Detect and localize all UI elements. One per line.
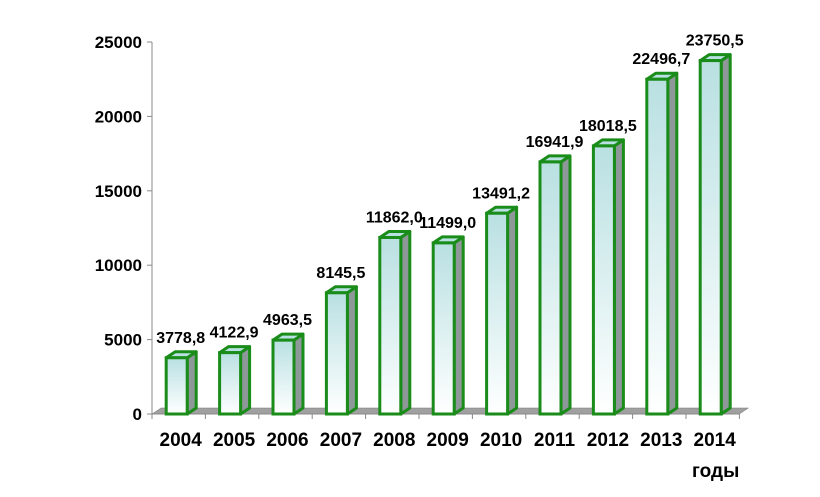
x-tick-label: 2013 xyxy=(640,430,682,451)
y-tick-label: 15000 xyxy=(95,182,142,201)
x-tick-label: 2012 xyxy=(587,430,629,451)
bar-front xyxy=(218,351,243,416)
bar-front xyxy=(271,338,296,416)
bar-front xyxy=(698,59,723,416)
y-tick-label: 0 xyxy=(133,405,142,424)
bar xyxy=(431,235,465,416)
x-tick-label: 2004 xyxy=(160,430,203,451)
x-tick-label: 2010 xyxy=(480,430,522,451)
x-tick-label: 2007 xyxy=(320,430,362,451)
bar xyxy=(591,138,625,416)
x-tick-label: 2009 xyxy=(427,430,469,451)
bar-front xyxy=(164,356,189,416)
bar-front xyxy=(591,144,616,416)
x-axis-label: годы xyxy=(692,461,739,482)
bar-front xyxy=(378,235,403,416)
data-label: 16941,9 xyxy=(526,134,584,151)
y-tick-label: 5000 xyxy=(104,331,142,350)
bar xyxy=(164,350,198,416)
x-tick-label: 2006 xyxy=(266,430,308,451)
bar-front xyxy=(485,211,510,416)
bar-front xyxy=(538,160,563,416)
data-label: 4122,9 xyxy=(210,325,259,342)
x-tick-label: 2014 xyxy=(694,430,737,451)
data-label: 13491,2 xyxy=(472,185,530,202)
data-label: 18018,5 xyxy=(579,118,637,135)
data-label: 23750,5 xyxy=(686,33,744,50)
y-tick-label: 10000 xyxy=(95,256,142,275)
data-label: 4963,5 xyxy=(263,312,312,329)
y-tick-label: 25000 xyxy=(95,33,142,52)
x-tick-label: 2011 xyxy=(534,430,576,451)
y-tick-label: 20000 xyxy=(95,107,142,126)
bar xyxy=(218,345,252,416)
bar xyxy=(645,71,679,416)
data-label: 11499,0 xyxy=(419,215,476,232)
bar-front xyxy=(324,291,349,416)
bar-front xyxy=(431,241,456,416)
bar xyxy=(271,332,305,416)
data-label: 3778,8 xyxy=(156,330,205,347)
bar xyxy=(698,53,732,416)
data-label: 22496,7 xyxy=(632,51,690,68)
x-tick-label: 2005 xyxy=(213,430,256,451)
bar xyxy=(378,229,412,416)
data-label: 8145,5 xyxy=(316,265,365,282)
bar xyxy=(485,205,519,416)
x-tick-label: 2008 xyxy=(373,430,415,451)
bar-front xyxy=(645,77,670,416)
data-label: 11862,0 xyxy=(366,209,423,226)
bar xyxy=(324,285,358,416)
bar xyxy=(538,154,572,416)
